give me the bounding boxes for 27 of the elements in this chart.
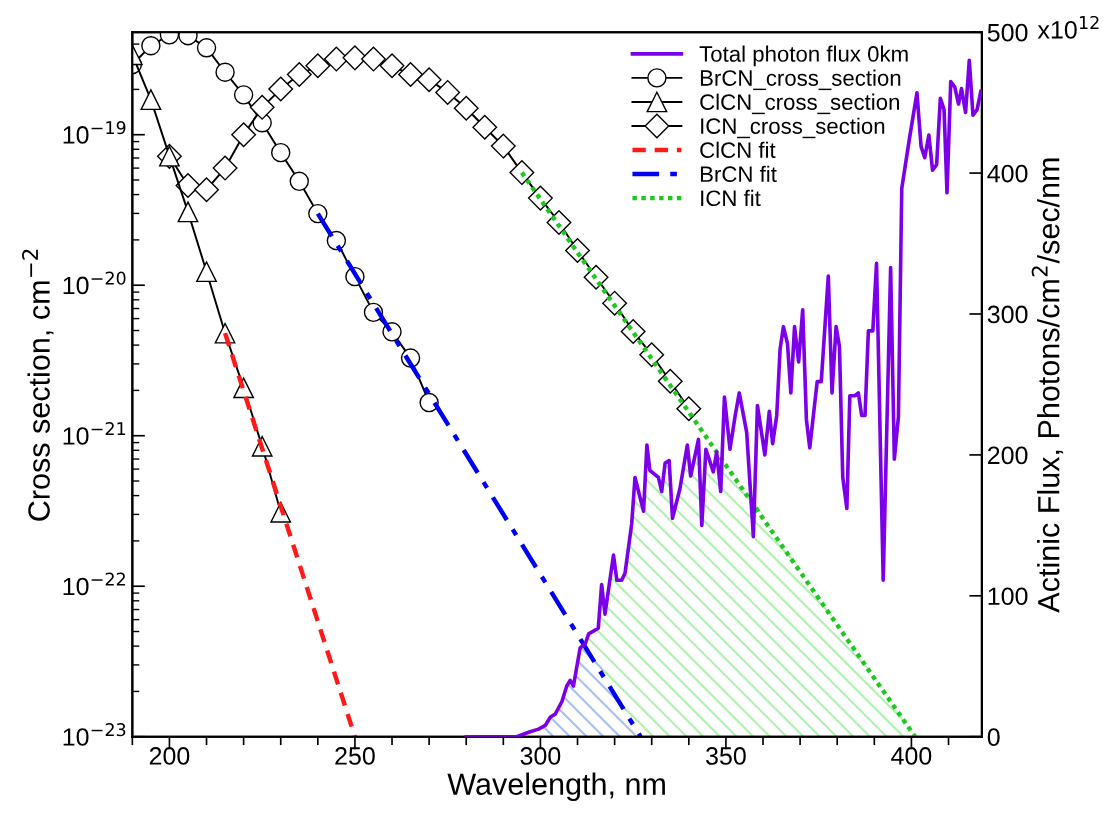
- y-tick-label: 10$^{−23}$: [63, 723, 126, 746]
- y2-tick-label: 500: [987, 23, 1028, 42]
- text: x10$^{12}$: [1037, 15, 1099, 39]
- y2-tick-label: 100: [988, 587, 1028, 606]
- y2-tick-label: 0: [987, 728, 1000, 747]
- y-tick-label: 10$^{−21}$: [63, 422, 126, 445]
- y-tick-label: 10$^{−22}$: [63, 572, 125, 596]
- legend-label: ClCN_cross_section: [700, 93, 899, 115]
- y2-tick-label: 200: [988, 446, 1028, 465]
- y2-tick-label: 300: [987, 305, 1028, 324]
- legend-label: BrCN_cross_section: [700, 69, 901, 91]
- y2-tick-label: 400: [987, 164, 1028, 183]
- x-tick-label: 300: [520, 747, 561, 765]
- legend-label: ICN_cross_section: [701, 117, 885, 139]
- legend-label: ClCN fit: [700, 141, 776, 159]
- x-tick-label: 400: [891, 747, 932, 765]
- x-tick-label: 350: [706, 747, 746, 765]
- y-tick-label: 10$^{−19}$: [63, 121, 126, 144]
- y-axis-title: Cross section, cm$^{−2}$: [22, 249, 54, 521]
- x-axis-title: Wavelength, nm: [447, 772, 665, 802]
- y2-axis-title: Actinic Flux, Photons/cm$^{2}$/sec/nm: [1031, 158, 1064, 613]
- legend-label: Total photon flux 0km: [699, 45, 908, 67]
- x-tick-label: 250: [335, 747, 375, 765]
- x-tick-label: 200: [149, 747, 190, 765]
- y-tick-label: 10$^{−20}$: [63, 271, 126, 295]
- legend-label: ICN fit: [701, 189, 761, 207]
- legend-label: BrCN fit: [700, 165, 777, 183]
